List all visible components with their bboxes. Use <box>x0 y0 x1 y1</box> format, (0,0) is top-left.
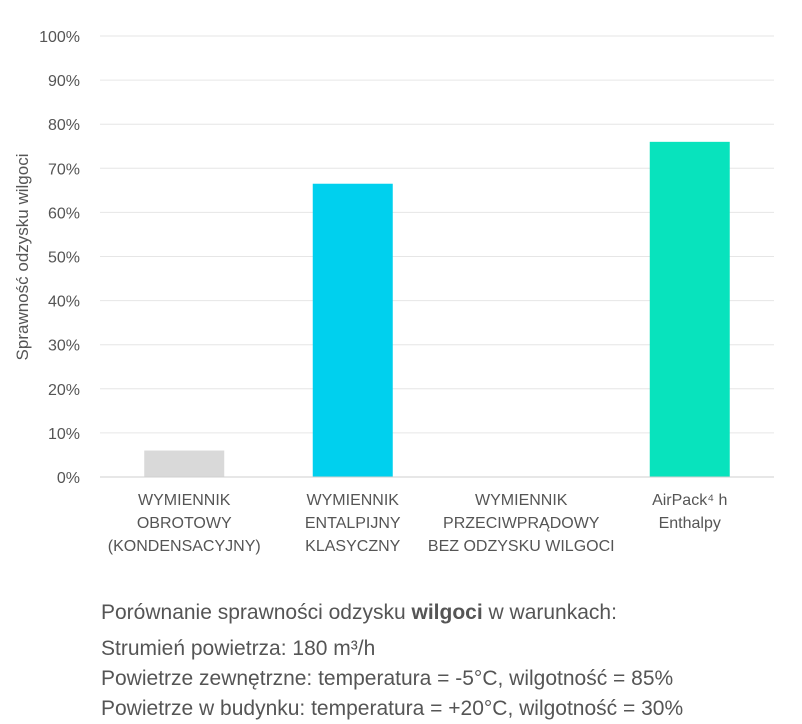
caption-line-3: Powietrze zewnętrzne: temperatura = -5°C… <box>101 667 674 690</box>
y-tick-label: 60% <box>48 205 80 222</box>
bars <box>144 141 730 478</box>
chart-caption: Porównanie sprawności odzysku wilgoci w … <box>101 598 791 724</box>
y-tick-label: 100% <box>39 29 80 46</box>
x-category-label: WYMIENNIK PRZECIWPRĄDOWY BEZ ODZYSKU WILGO… <box>428 492 615 555</box>
x-category-label: WYMIENNIK ENTALPIJNY KLASYCZNY <box>305 492 401 555</box>
y-tick-label: 90% <box>48 73 80 90</box>
caption-line-1-suffix: w warunkach: <box>482 601 617 624</box>
x-category-label: AirPack⁴ h Enthalpy <box>652 492 727 532</box>
y-axis-title: Sprawność odzysku wilgoci <box>13 154 32 361</box>
y-tick-label: 70% <box>48 161 80 178</box>
y-tick-label: 50% <box>48 250 80 267</box>
x-axis-labels: WYMIENNIK OBROTOWY (KONDENSACYJNY) WYMIENNI… <box>108 492 728 555</box>
gridlines <box>100 35 774 434</box>
y-tick-label: 20% <box>48 382 80 399</box>
bar-chart: 0% 10% 20% 30% 40% 50% 60% 70% 80% 90% 100% WYMIEN… <box>13 29 774 555</box>
y-tick-label: 10% <box>48 426 80 443</box>
caption-line-2: Strumień powietrza: 180 m³/h <box>101 637 376 660</box>
bar <box>649 141 730 477</box>
y-tick-label: 80% <box>48 117 80 134</box>
caption-line-4: Powietrze w budynku: temperatura = +20°C… <box>101 697 684 720</box>
y-tick-label: 40% <box>48 294 80 311</box>
y-axis-ticks: 0% 10% 20% 30% 40% 50% 60% 70% 80% 90% 100% <box>39 29 80 487</box>
caption-line-1: Porównanie sprawności odzysku wilgoci w … <box>101 598 791 628</box>
bar <box>312 183 393 478</box>
y-tick-label: 30% <box>48 338 80 355</box>
caption-line-1-bold: wilgoci <box>411 601 483 624</box>
y-tick-label: 0% <box>57 470 80 487</box>
bar <box>144 450 225 477</box>
caption-line-1-prefix: Porównanie sprawności odzysku <box>101 601 412 624</box>
x-category-label: WYMIENNIK OBROTOWY (KONDENSACYJNY) <box>108 492 261 555</box>
